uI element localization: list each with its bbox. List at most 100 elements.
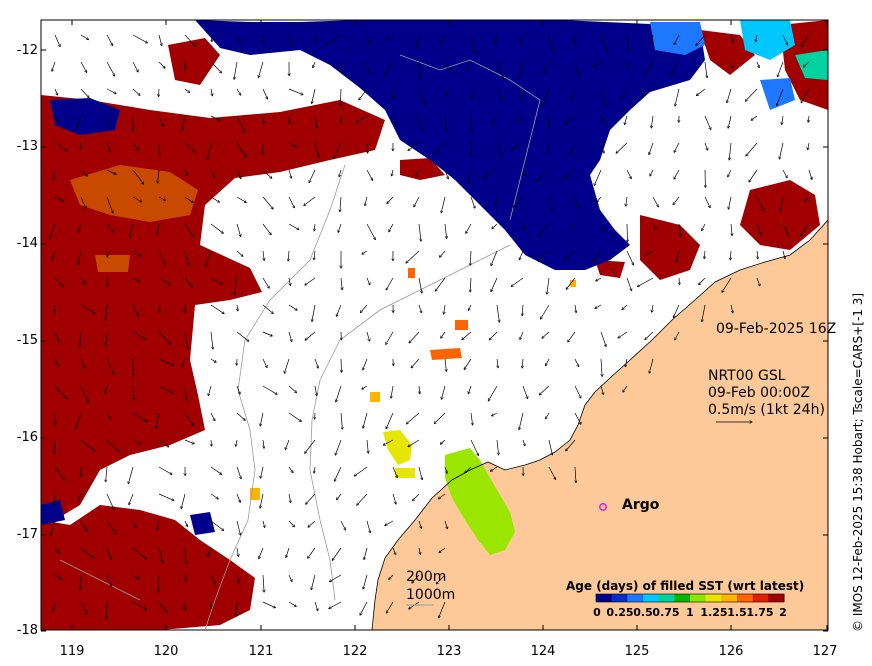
current-arrow <box>600 142 604 153</box>
current-arrow <box>782 223 789 236</box>
current-arrow <box>132 574 140 580</box>
current-arrow <box>54 493 55 507</box>
current-arrow <box>626 277 632 291</box>
current-arrow <box>366 439 368 453</box>
current-arrow <box>406 250 420 263</box>
current-arrow <box>779 142 784 159</box>
current-arrow <box>746 142 758 156</box>
colorbar-segment <box>627 594 644 602</box>
current-arrow <box>158 34 162 46</box>
current-arrow <box>416 169 420 176</box>
current-arrow <box>625 115 628 125</box>
current-arrow <box>262 520 265 528</box>
y-tick-label: -15 <box>16 333 38 348</box>
y-tick-label: -13 <box>16 139 38 154</box>
current-arrow <box>568 331 576 342</box>
current-arrow <box>340 196 341 212</box>
current-arrow <box>444 304 445 314</box>
current-arrow <box>596 277 602 281</box>
current-arrow <box>258 61 264 78</box>
current-arrow <box>435 277 446 291</box>
x-tick-label: 119 <box>59 644 85 659</box>
current-arrow <box>539 223 550 237</box>
current-arrow <box>730 34 733 43</box>
current-arrow <box>651 34 654 44</box>
current-arrow <box>756 196 764 211</box>
current-arrow <box>496 304 499 322</box>
current-arrow <box>645 61 654 74</box>
colorbar-tick: 1 <box>686 606 694 619</box>
current-arrow <box>80 385 89 402</box>
current-arrow <box>132 601 147 610</box>
current-arrow <box>777 61 784 77</box>
current-arrow <box>517 115 524 122</box>
current-arrow <box>441 196 446 213</box>
current-arrow <box>600 223 605 231</box>
current-arrow <box>408 142 420 151</box>
argo-float-marker[interactable] <box>599 503 607 511</box>
current-arrow <box>106 304 108 321</box>
current-arrow <box>158 277 170 285</box>
argo-label[interactable]: Argo <box>622 497 660 513</box>
current-arrow <box>419 547 420 555</box>
current-arrow <box>637 277 654 287</box>
colorbar-segment <box>658 594 675 602</box>
current-arrow <box>564 169 576 180</box>
current-arrow <box>808 142 809 150</box>
current-arrow <box>80 331 81 347</box>
current-arrow <box>205 250 212 267</box>
current-arrow <box>383 439 394 445</box>
current-arrow <box>522 385 528 399</box>
current-arrow <box>185 574 186 581</box>
current-arrow <box>237 304 238 311</box>
current-arrow <box>366 169 373 180</box>
current-arrow <box>132 34 148 43</box>
current-arrow <box>236 385 240 394</box>
current-arrow <box>470 250 471 265</box>
current-arrow <box>80 88 89 98</box>
current-arrow <box>704 61 707 78</box>
current-arrow <box>392 466 397 478</box>
current-arrow <box>184 223 194 237</box>
current-arrow <box>284 358 290 373</box>
current-arrow <box>314 250 315 260</box>
current-arrow <box>211 439 212 446</box>
current-arrow <box>106 574 112 586</box>
credit-line: © IMOS 12-Feb-2025 15:38 Hobart; Tscale=… <box>851 292 865 632</box>
current-arrow <box>80 277 85 284</box>
current-arrow <box>491 250 498 266</box>
axis-ticks <box>41 20 828 632</box>
current-arrow <box>311 574 316 590</box>
current-arrow <box>574 196 579 208</box>
current-arrow <box>54 196 63 201</box>
current-arrow <box>106 142 110 152</box>
current-arrow <box>288 88 303 95</box>
current-arrow <box>674 34 680 45</box>
current-arrow <box>184 331 188 349</box>
current-arrow <box>730 250 731 260</box>
current-arrow <box>236 574 239 583</box>
current-arrow <box>363 574 368 589</box>
analysis-date: 09-Feb-2025 16Z <box>716 321 837 337</box>
current-arrow <box>386 601 394 613</box>
current-arrow <box>262 601 275 608</box>
current-arrow <box>80 34 89 40</box>
x-tick-label: 121 <box>248 644 274 659</box>
current-arrow <box>470 196 475 208</box>
current-arrow <box>80 547 94 558</box>
current-arrow <box>106 88 116 94</box>
current-arrow <box>54 358 59 366</box>
current-arrow <box>106 169 116 175</box>
current-arrow <box>80 520 88 532</box>
current-arrow <box>801 223 810 236</box>
current-arrow <box>210 493 218 499</box>
current-arrow <box>363 358 368 370</box>
current-arrow <box>729 142 732 160</box>
current-arrow <box>181 493 186 509</box>
x-tick-label: 127 <box>812 644 838 659</box>
colorbar-tick: 1.75 <box>746 606 774 619</box>
x-tick-label: 123 <box>436 644 462 659</box>
current-arrow <box>182 115 186 130</box>
current-arrow <box>263 115 264 124</box>
current-arrow <box>208 385 212 396</box>
